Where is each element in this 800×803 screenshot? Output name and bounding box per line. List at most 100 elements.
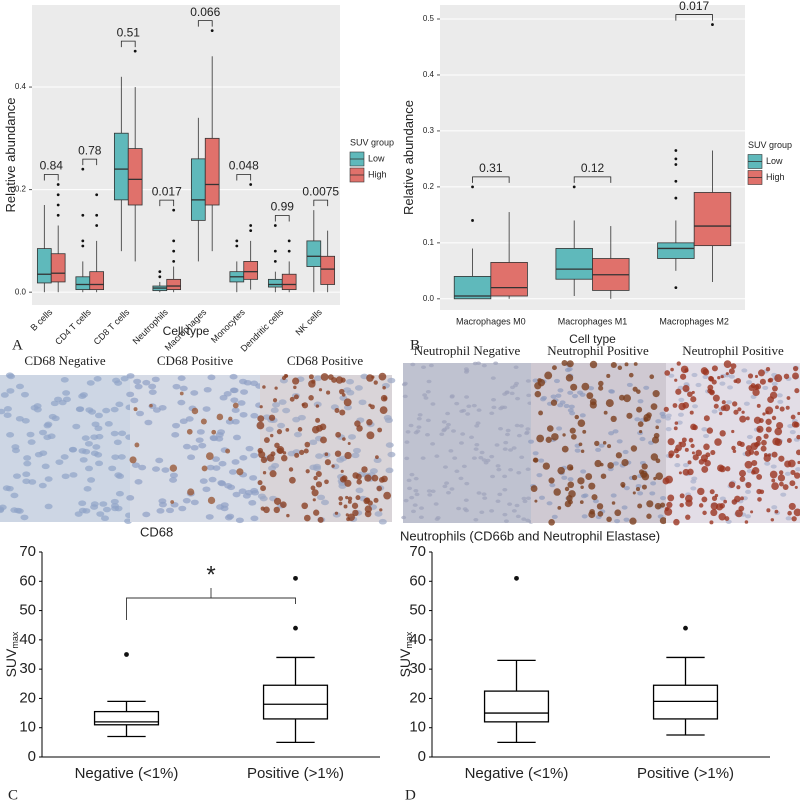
cell-nucleus xyxy=(151,376,160,383)
stained-cell xyxy=(651,436,660,444)
cell-nucleus xyxy=(475,421,481,425)
stained-cell xyxy=(637,421,644,427)
cell-nucleus xyxy=(481,492,487,496)
stained-cell xyxy=(787,459,796,468)
cell-nucleus xyxy=(83,486,92,492)
stained-cell xyxy=(534,499,538,503)
cell-nucleus xyxy=(208,476,217,483)
x-tick-label: B cells xyxy=(29,307,55,333)
stained-cell xyxy=(315,470,322,478)
stained-cell xyxy=(327,374,334,381)
cell-nucleus xyxy=(387,451,396,458)
stained-cell xyxy=(605,399,614,408)
outlier xyxy=(293,575,298,581)
cell-nucleus xyxy=(209,435,218,441)
micrograph-label: Neutrophil Positive xyxy=(547,343,649,358)
cell-nucleus xyxy=(110,430,119,437)
cell-nucleus xyxy=(100,515,109,522)
cell-nucleus xyxy=(777,399,784,404)
cell-nucleus xyxy=(257,493,266,500)
stained-cell xyxy=(744,460,753,469)
stained-cell xyxy=(310,485,316,491)
stained-cell xyxy=(715,503,724,511)
stained-cell xyxy=(574,414,580,420)
stained-cell xyxy=(785,405,790,410)
cell-nucleus xyxy=(789,429,796,435)
stained-cell xyxy=(225,448,231,454)
cell-nucleus xyxy=(473,447,479,451)
cell-nucleus xyxy=(282,407,291,414)
cell-nucleus xyxy=(126,495,135,501)
cell-nucleus xyxy=(385,442,394,448)
micrograph xyxy=(126,373,264,524)
stained-cell xyxy=(610,415,617,423)
cell-nucleus xyxy=(72,423,81,430)
stained-cell xyxy=(607,444,612,449)
stained-cell xyxy=(347,499,352,504)
stained-cell xyxy=(761,439,767,446)
stained-cell xyxy=(794,485,798,489)
cell-nucleus xyxy=(34,451,43,458)
stained-cell xyxy=(621,484,625,488)
stained-cell xyxy=(738,469,747,477)
stained-cell xyxy=(790,469,796,476)
cell-nucleus xyxy=(451,429,457,433)
cell-nucleus xyxy=(404,440,410,444)
stained-cell xyxy=(338,501,343,506)
stained-cell xyxy=(641,463,648,470)
cell-nucleus xyxy=(20,391,29,398)
cell-nucleus xyxy=(0,504,7,511)
cell-nucleus xyxy=(489,454,495,459)
stained-cell xyxy=(719,430,726,437)
stained-cell xyxy=(796,434,800,440)
stained-cell xyxy=(632,386,638,392)
stained-cell xyxy=(691,451,695,455)
cell-nucleus xyxy=(27,439,36,445)
cell-nucleus xyxy=(424,433,430,437)
cell-nucleus xyxy=(514,423,520,428)
y-tick-label: 0 xyxy=(418,748,426,765)
cell-nucleus xyxy=(711,409,718,414)
cell-nucleus xyxy=(205,514,214,520)
stained-cell xyxy=(577,477,585,485)
stained-cell xyxy=(670,367,674,372)
y-tick-label: 60 xyxy=(19,572,36,589)
stained-cell xyxy=(354,420,361,427)
stained-cell xyxy=(681,437,687,443)
cell-nucleus xyxy=(245,445,254,452)
cell-nucleus xyxy=(10,492,19,499)
box xyxy=(50,253,66,283)
cell-nucleus xyxy=(557,403,564,408)
stained-cell xyxy=(597,511,604,517)
cell-nucleus xyxy=(512,383,518,388)
y-axis-label: SUVmax xyxy=(3,631,21,677)
cell-nucleus xyxy=(196,429,205,435)
outlier xyxy=(56,183,60,186)
cell-nucleus xyxy=(637,399,644,404)
outlier xyxy=(471,219,474,222)
y-tick-label: 0.4 xyxy=(423,70,435,79)
stained-cell xyxy=(272,398,278,403)
x-tick-label: Macrophages M0 xyxy=(456,316,526,326)
stained-cell xyxy=(356,425,363,432)
stained-cell xyxy=(673,426,678,431)
cell-nucleus xyxy=(111,454,120,460)
stained-cell xyxy=(315,417,321,423)
stained-cell xyxy=(615,452,623,459)
stained-cell xyxy=(717,464,725,472)
stained-cell xyxy=(629,517,637,525)
cell-nucleus xyxy=(567,390,574,395)
stained-cell xyxy=(201,465,208,472)
stained-cell xyxy=(757,369,765,377)
stained-cell xyxy=(313,509,320,516)
stained-cell xyxy=(731,429,735,434)
cell-nucleus xyxy=(419,506,425,510)
y-tick-label: 0.2 xyxy=(15,185,27,194)
cell-nucleus xyxy=(423,396,429,400)
cell-nucleus xyxy=(458,441,464,445)
micrograph xyxy=(662,360,800,526)
stained-cell xyxy=(792,372,799,380)
cell-nucleus xyxy=(345,378,354,385)
stained-cell xyxy=(598,385,604,391)
stained-cell xyxy=(186,428,193,435)
